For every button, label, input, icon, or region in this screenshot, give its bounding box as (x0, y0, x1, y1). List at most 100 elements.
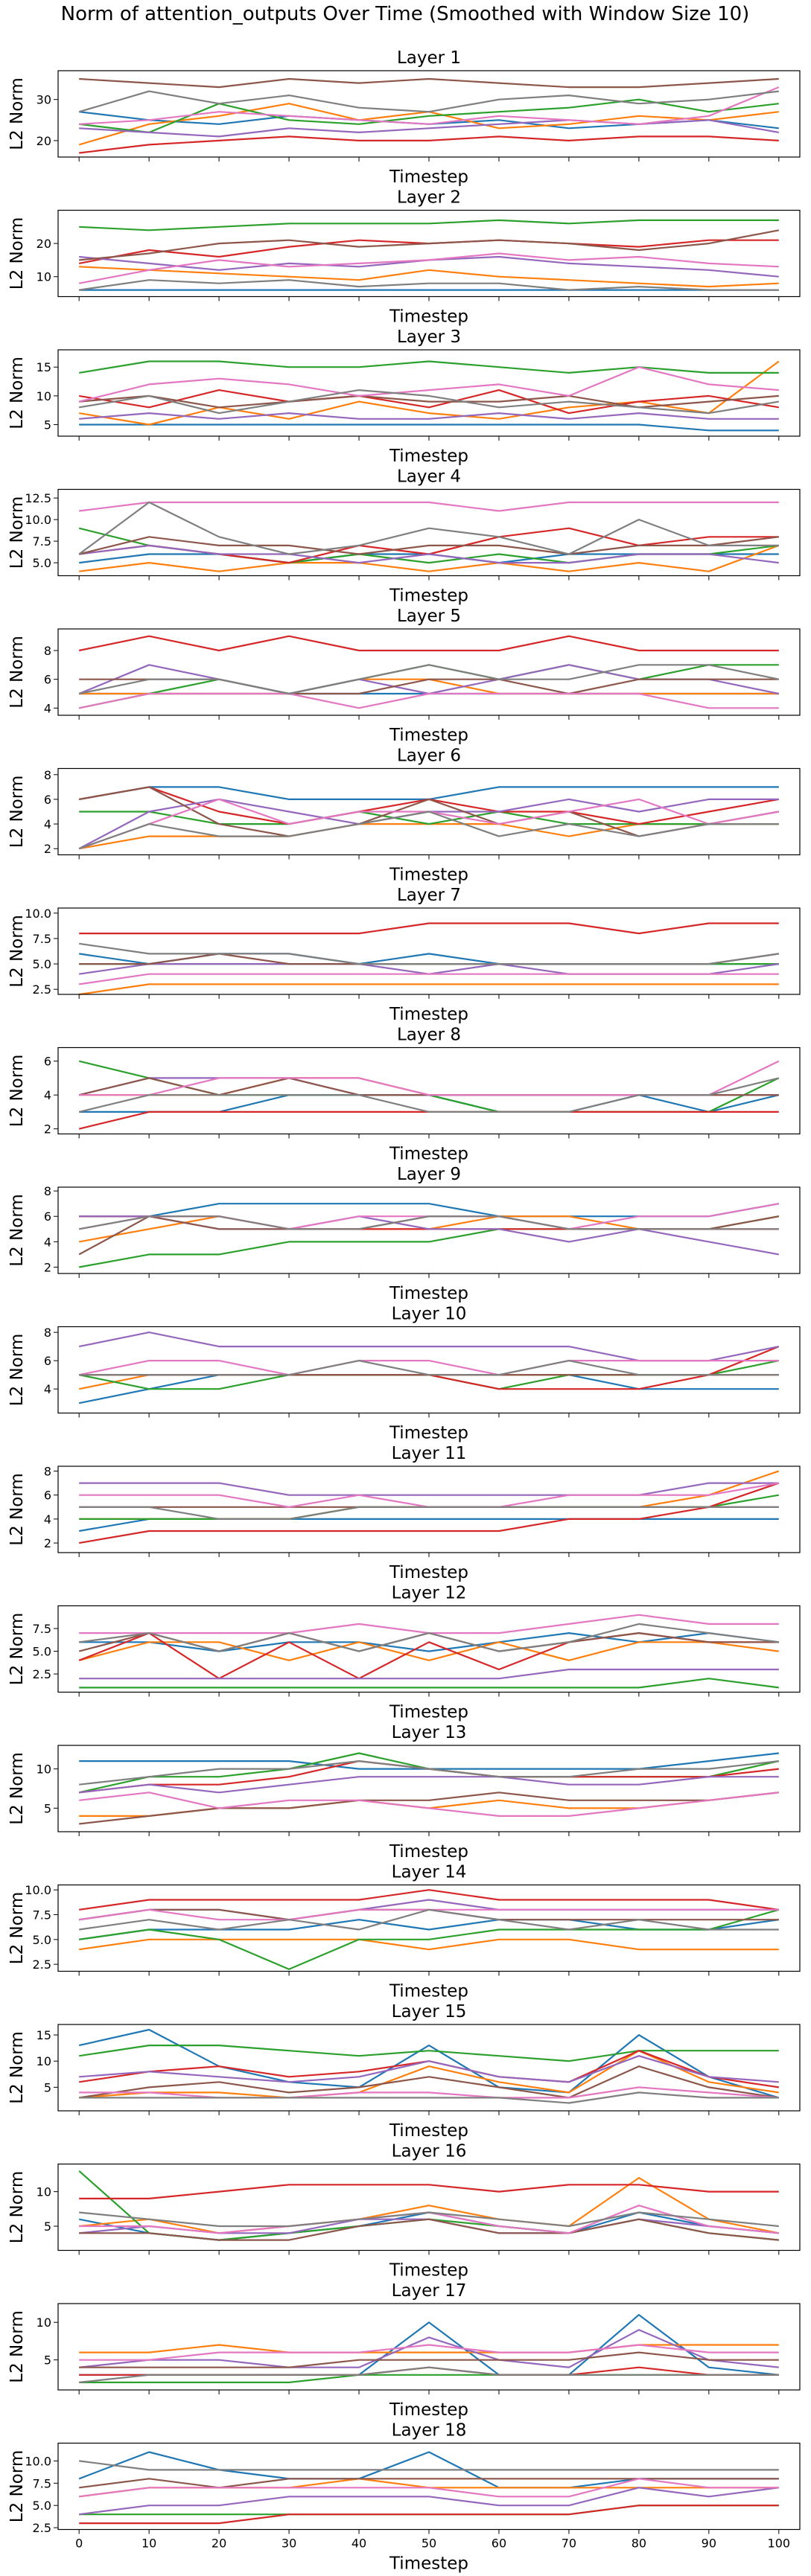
series-line (79, 2487, 779, 2516)
panel-layer-14: Layer 14 2.5 5.0 7.5 10.0 Timestep L2 Norm (7, 1863, 801, 2001)
plot-frame (57, 1884, 801, 1972)
series-line (79, 1614, 779, 1634)
x-axis-label: Timestep (389, 726, 468, 745)
plot-frame (57, 2442, 801, 2531)
y-tick-label: 6 (44, 1489, 51, 1503)
panel-title: Layer 17 (392, 2281, 467, 2301)
panel-layer-7: Layer 7 2.5 5.0 7.5 10.0 Timestep L2 Norm (7, 886, 801, 1024)
series-line (79, 2478, 779, 2498)
series-line (79, 1752, 779, 1770)
series-line (79, 1506, 779, 1521)
series-line (78, 1359, 779, 1376)
x-tick-label: 90 (702, 2537, 716, 2551)
series-line (79, 98, 779, 133)
series-line (79, 119, 779, 138)
x-axis-label: Timestep (389, 167, 468, 187)
y-tick-label: 6 (44, 793, 51, 807)
y-tick-label: 7.5 (33, 1622, 51, 1636)
y-tick-label: 5 (44, 2219, 51, 2234)
series-line (79, 2460, 779, 2471)
series-line (78, 1110, 779, 1130)
y-tick-label: 2.5 (33, 1957, 51, 1972)
panel-layer-9: Layer 9 2 4 6 8 Timestep L2 Norm (7, 1165, 801, 1303)
y-axis-label: L2 Norm (7, 2171, 27, 2244)
x-tick-label: 0 (75, 2537, 83, 2551)
y-axis-label: L2 Norm (7, 2031, 27, 2104)
y-tick-label: 7.5 (33, 932, 51, 946)
series-line (79, 953, 779, 965)
y-tick-label: 2 (44, 1122, 51, 1137)
series-line (79, 2329, 779, 2368)
y-axis-label: L2 Norm (7, 1055, 27, 1128)
y-axis-label: L2 Norm (7, 776, 27, 848)
y-axis-label: L2 Norm (7, 77, 27, 150)
y-axis-label: L2 Norm (7, 2450, 27, 2523)
series-line (79, 1482, 780, 1544)
series-line (79, 77, 779, 89)
y-tick-label: 8 (44, 1464, 51, 1478)
y-tick-label: 12.5 (25, 491, 51, 505)
x-axis-label: Timestep (389, 2261, 468, 2281)
x-tick-label: 50 (422, 2537, 436, 2551)
y-axis-label: L2 Norm (7, 915, 27, 988)
panel-title: Layer 4 (397, 467, 461, 487)
series-line (79, 219, 779, 231)
series-line (79, 2177, 780, 2234)
panel-title: Layer 16 (392, 2142, 467, 2161)
y-tick-label: 10.0 (25, 513, 51, 527)
y-tick-label: 6 (44, 673, 51, 687)
series-line (78, 635, 779, 652)
plot-frame (57, 907, 801, 995)
panel-title: Layer 6 (397, 747, 461, 766)
series-line (78, 1077, 780, 1113)
plot-frame (57, 1186, 801, 1274)
y-axis-label: L2 Norm (7, 1473, 27, 1546)
series-line (79, 389, 779, 415)
x-axis-label: Timestep (389, 1284, 468, 1303)
series-line (79, 1792, 779, 1817)
x-axis-label: Timestep (389, 2554, 468, 2574)
series-line (79, 1215, 779, 1230)
series-line (79, 394, 779, 409)
series-line (79, 424, 779, 432)
y-tick-label: 10.0 (25, 1883, 51, 1897)
y-tick-label: 10 (36, 2054, 51, 2068)
plot-frame (57, 2303, 801, 2391)
y-axis-label: L2 Norm (7, 217, 27, 290)
series-line (79, 2366, 779, 2376)
panel-layer-15: Layer 15 5 10 15 Timestep L2 Norm (7, 2002, 801, 2141)
y-tick-label: 8 (44, 644, 51, 658)
y-axis-label: L2 Norm (7, 2310, 27, 2383)
plot-frame (57, 1466, 801, 1553)
y-tick-label: 2.5 (33, 982, 51, 997)
y-tick-label: 8 (44, 768, 51, 782)
x-axis-label: Timestep (389, 1703, 468, 1722)
y-tick-label: 5.0 (33, 556, 51, 570)
y-tick-label: 10 (36, 2315, 51, 2330)
panel-layer-2: Layer 2 10 20 Timestep L2 Norm (7, 188, 801, 327)
series-line (79, 1776, 779, 1794)
x-tick-label: 60 (492, 2537, 506, 2551)
panel-title: Layer 3 (397, 327, 461, 347)
y-tick-label: 15 (36, 360, 51, 374)
y-tick-label: 2 (44, 1536, 51, 1550)
panel-layer-17: Layer 17 5 10 Timestep L2 Norm (7, 2281, 801, 2420)
series-line (79, 2211, 779, 2228)
series-line (79, 2351, 779, 2368)
panel-title: Layer 2 (397, 188, 461, 208)
y-axis-label: L2 Norm (7, 636, 27, 709)
series-line (79, 412, 779, 420)
y-tick-label: 6 (44, 1209, 51, 1224)
series-line (79, 553, 779, 564)
series-line (79, 2505, 779, 2516)
panel-layer-10: Layer 10 4 6 8 Timestep L2 Norm (7, 1305, 801, 1443)
series-line (79, 1908, 780, 1970)
y-axis-label: L2 Norm (7, 1892, 27, 1965)
panel-layer-8: Layer 8 2 4 6 Timestep L2 Norm (7, 1026, 801, 1164)
y-tick-label: 20 (36, 134, 51, 148)
series-line (79, 822, 779, 850)
series-line (79, 1518, 779, 1533)
plot-frame (57, 1326, 801, 1414)
series-line (79, 389, 779, 415)
panel-title: Layer 18 (392, 2421, 467, 2441)
